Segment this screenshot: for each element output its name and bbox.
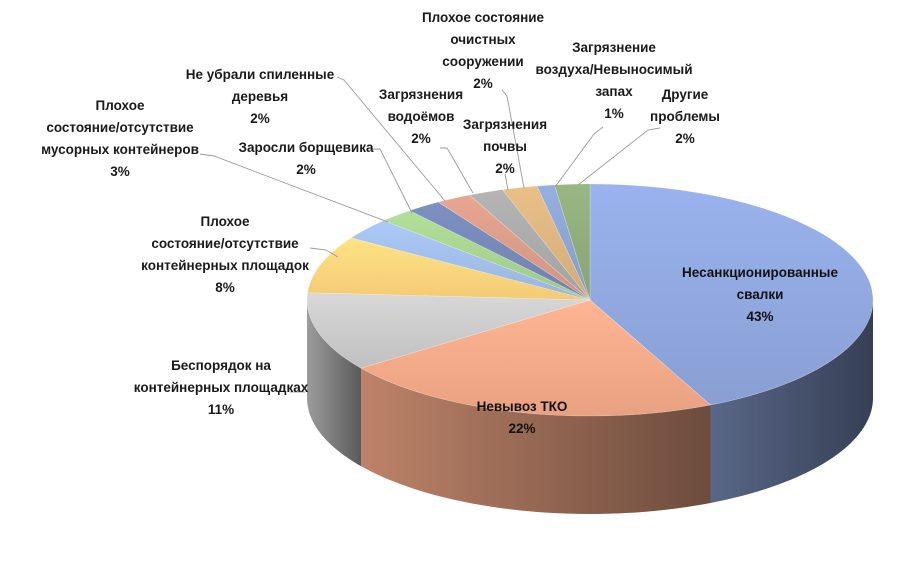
slice-label-line: Плохое [96,98,145,113]
pie-slice [382,210,591,301]
slice-label-line: Заросли борщевика [238,140,373,155]
pie-slice [408,201,591,301]
slice-percent-label: 2% [473,76,493,91]
slice-percent-label: 2% [411,131,431,146]
slice-label-line: Плохое [201,214,250,229]
slice-percent-label: 1% [604,106,624,121]
pie-slice [306,292,591,369]
slice-label-line: проблемы [650,109,720,124]
slice-label-line: мусорных контейнеров [41,142,199,157]
pie-slice [554,183,591,301]
slice-label-line: контейнерных площадках [134,380,309,395]
pie-slice [589,183,874,406]
slice-label-line: почвы [483,139,527,154]
slice-label: Загрязнения почвы 2% [463,117,547,176]
label-layer: Несанкционированные свалки 43% Невывоз ТКО 2… [41,10,838,436]
slice-label-line: состояние/отсутствие [151,236,299,251]
slice-percent-label: 43% [746,309,773,324]
slice-label-line: сооружении [442,54,523,69]
pie-slice-side [710,300,873,503]
slice-label: Загрязнение воздуха/Невыносимый запах 1% [535,40,692,121]
pie-slice-side [307,300,362,467]
leader-line [372,148,413,214]
pie-slice [536,184,591,301]
slice-percent-label: 2% [250,111,270,126]
slice-label-line: свалки [737,287,784,302]
pie-slice [501,185,591,301]
slice-label-line: водоёмов [388,109,455,124]
slice-label-line: контейнерных площадок [141,258,309,273]
pie-slice [360,299,712,417]
slice-label: Плохое состояние/отсутствие контейнерных п… [141,214,309,295]
pie-side-layer [307,300,873,514]
leader-line [336,76,446,202]
slice-label-line: Несанкционированные [682,265,838,280]
slice-label: Невывоз ТКО 22% [477,399,568,436]
slice-label-line: Загрязнения [463,117,547,132]
slice-label: Не убрали спиленные деревья 2% [186,67,335,126]
slice-label-line: Загрязнения [379,87,463,102]
slice-percent-label: 2% [296,162,316,177]
slice-percent-label: 22% [508,421,535,436]
slice-label: Загрязнения водоёмов 2% [379,87,463,146]
slice-percent-label: 2% [675,131,695,146]
pie-slice-side [361,368,711,514]
slice-label-line: Плохое состояние [422,10,545,25]
slice-percent-label: 2% [495,161,515,176]
leader-line [577,127,661,186]
pie-slice [437,194,591,301]
slice-label: Беспорядок на контейнерных площадках 11% [134,358,309,417]
leader-line [199,153,389,223]
pie-slice [350,220,591,301]
slice-label-line: Другие [662,87,709,102]
slice-label-line: деревья [232,89,288,104]
slice-label: Заросли борщевика 2% [238,140,373,177]
slice-label-line: Не убрали спиленные [186,67,335,82]
slice-percent-label: 3% [110,164,130,179]
slice-label-line: Невывоз ТКО [477,399,568,414]
slice-label-line: воздуха/Невыносимый [535,62,692,77]
slice-label: Плохое состояние очистных сооружении 2% [422,10,545,91]
leader-line [504,173,509,191]
slice-label: Несанкционированные свалки 43% [682,265,838,324]
leader-line [501,89,525,189]
leader-line [309,247,339,258]
slice-percent-label: 11% [208,402,234,417]
slice-label-line: очистных [450,32,516,47]
slice-label-line: состояние/отсутствие [46,120,194,135]
slice-label-line: запах [595,84,633,99]
leader-line [440,147,474,194]
slice-label-line: Беспорядок на [171,358,271,373]
slice-percent-label: 8% [215,280,235,295]
leader-line-layer [199,76,661,393]
pie-slice [468,189,591,301]
pie-slice [307,237,591,301]
slice-label: Другие проблемы 2% [650,87,720,146]
pie-top-layer [306,183,874,417]
slice-label: Плохое состояние/отсутствие мусорных конте… [41,98,199,179]
slice-label-line: Загрязнение [572,40,656,55]
leader-line [554,126,604,188]
